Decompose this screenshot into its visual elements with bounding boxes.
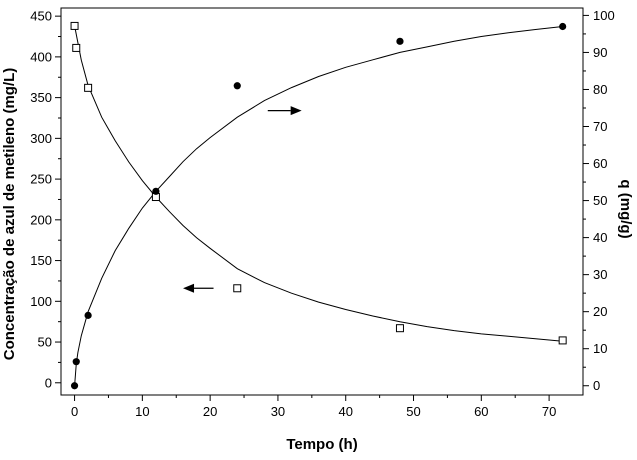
arrow-left (183, 283, 214, 293)
y-right-tick-label: 40 (593, 230, 607, 245)
y-left-tick-label: 50 (38, 335, 52, 350)
y-right-tick-label: 60 (593, 156, 607, 171)
x-tick-label: 10 (135, 404, 149, 419)
x-tick-label: 20 (203, 404, 217, 419)
axis-ticks (55, 14, 589, 401)
y-right-tick-label: 30 (593, 267, 607, 282)
tick-labels: 0 10 20 30 40 50 60 700501001502002503003504004… (30, 8, 614, 419)
x-axis-title: Tempo (h) (286, 436, 357, 453)
y-left-tick-label: 100 (30, 294, 52, 309)
y-right-tick-label: 20 (593, 304, 607, 319)
annotation-arrows (183, 106, 302, 293)
y-right-tick-label: 80 (593, 82, 607, 97)
q-point (84, 311, 92, 319)
y-axis-right-title: q (mg/g) (617, 179, 634, 238)
y-left-tick-label: 450 (30, 9, 52, 24)
y-right-tick-label: 100 (593, 8, 615, 23)
fit-curve-left (74, 25, 563, 342)
x-tick-label: 70 (542, 404, 556, 419)
concentration-point (84, 83, 93, 92)
arrow-right (267, 106, 302, 116)
x-tick-label: 60 (474, 404, 488, 419)
fit-curves (74, 25, 563, 386)
y-left-tick-label: 250 (30, 172, 52, 187)
y-left-tick-label: 400 (30, 49, 52, 64)
concentration-point (233, 284, 242, 293)
q-point (72, 358, 80, 366)
concentration-point (558, 336, 567, 345)
plot-frame (60, 7, 584, 396)
fit-curve-right (74, 26, 563, 386)
q-point (396, 37, 404, 45)
concentration-point (70, 21, 79, 30)
y-right-tick-label: 90 (593, 45, 607, 60)
x-tick-label: 30 (271, 404, 285, 419)
y-left-tick-label: 300 (30, 131, 52, 146)
y-right-tick-label: 0 (593, 378, 600, 393)
x-tick-label: 0 (71, 404, 78, 419)
q-point (559, 22, 567, 31)
data-markers (70, 21, 567, 390)
concentration-point (72, 43, 81, 52)
y-right-tick-label: 10 (593, 341, 607, 356)
y-left-tick-label: 150 (30, 253, 52, 268)
y-left-tick-label: 350 (30, 90, 52, 105)
q-point (152, 187, 160, 195)
x-tick-label: 40 (338, 404, 352, 419)
y-right-tick-label: 70 (593, 119, 607, 134)
y-axis-left-title: Concentração de azul de metileno (mg/L) (1, 68, 18, 361)
y-left-tick-label: 200 (30, 212, 52, 227)
q-point (233, 82, 241, 90)
q-point (70, 382, 79, 390)
x-tick-label: 50 (406, 404, 420, 419)
concentration-point (395, 324, 404, 333)
y-right-tick-label: 50 (593, 193, 607, 208)
y-left-tick-label: 0 (45, 375, 52, 390)
